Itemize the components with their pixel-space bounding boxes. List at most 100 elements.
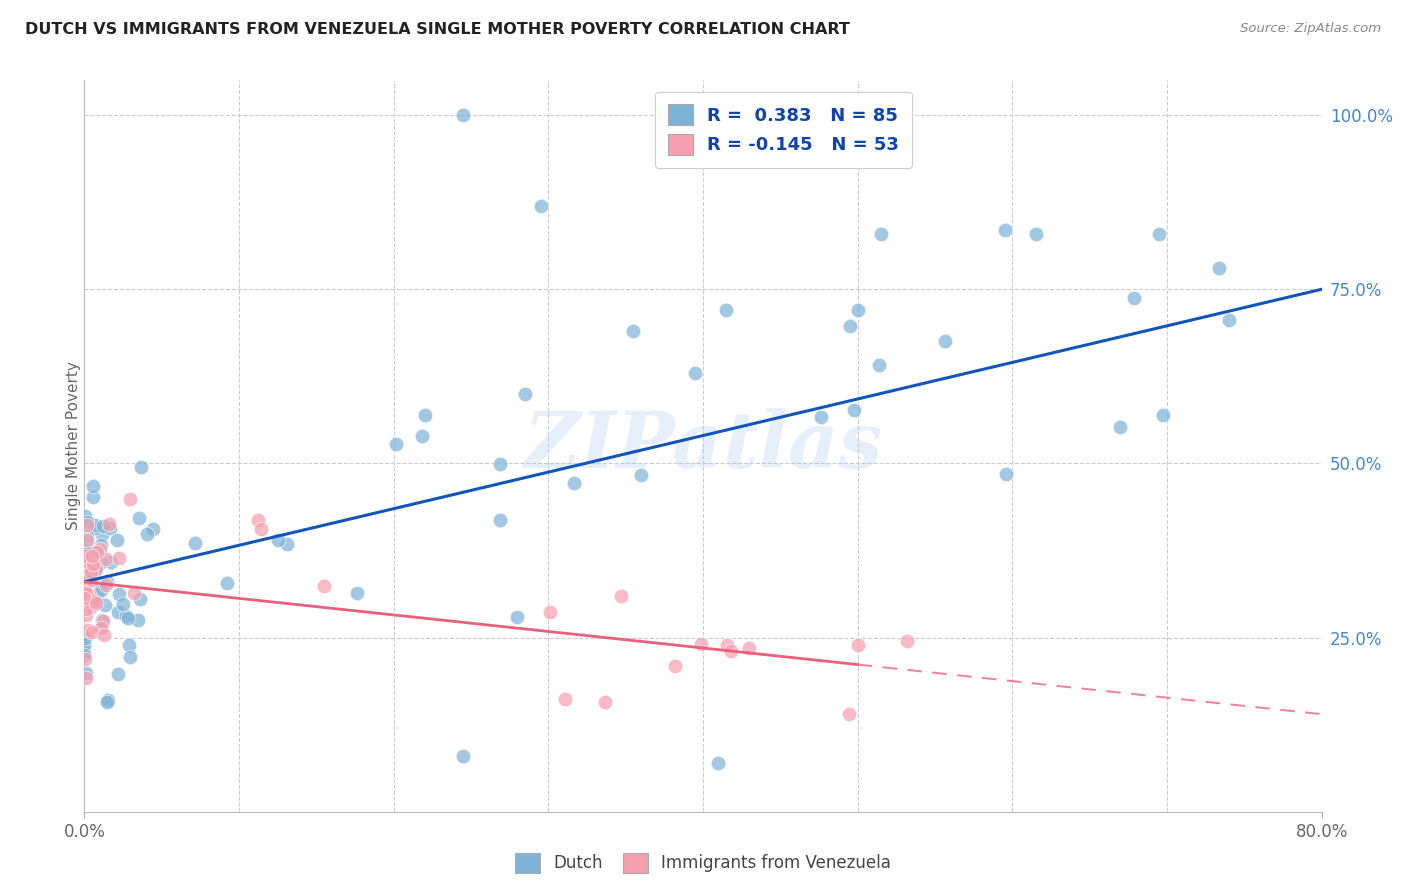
Point (129, 459, 152, 474)
Point (82, 625, 104, 640)
Point (564, 475, 586, 490)
Point (846, 638, 869, 652)
Point (107, 587, 129, 601)
Point (714, 303, 737, 318)
Point (75, 541, 97, 556)
Point (76, 529, 98, 543)
Point (411, 429, 433, 443)
Point (76, 550, 98, 565)
Point (96, 574, 118, 589)
Point (76, 556, 98, 570)
Point (80, 549, 103, 563)
Point (98, 516, 121, 531)
Point (82, 557, 104, 571)
Point (90, 621, 112, 635)
Point (107, 606, 129, 620)
Point (142, 522, 165, 536)
Point (738, 640, 761, 655)
Point (75, 586, 97, 600)
Point (664, 659, 686, 673)
Point (127, 613, 149, 627)
Point (630, 467, 652, 482)
Point (215, 575, 238, 590)
Point (869, 227, 893, 241)
Point (82, 479, 104, 493)
Point (610, 589, 633, 603)
Point (120, 492, 142, 507)
Point (554, 692, 576, 706)
Point (128, 591, 150, 606)
Point (90, 582, 112, 597)
Point (896, 634, 918, 648)
Point (96, 695, 118, 709)
Point (489, 513, 512, 527)
Point (75, 601, 97, 615)
Point (73, 591, 96, 605)
Point (100, 555, 122, 569)
Point (73, 631, 96, 645)
Point (846, 303, 869, 318)
Point (76, 587, 98, 601)
Point (993, 223, 1015, 237)
Text: ZIPatlas: ZIPatlas (523, 408, 883, 484)
Point (86, 562, 108, 576)
Point (82, 490, 104, 504)
Point (94, 578, 117, 592)
Point (73, 638, 96, 652)
Point (183, 536, 205, 550)
Point (115, 609, 138, 624)
Y-axis label: Single Mother Poverty: Single Mother Poverty (66, 361, 80, 531)
Point (80, 565, 103, 579)
Legend: Dutch, Immigrants from Venezuela: Dutch, Immigrants from Venezuela (509, 847, 897, 880)
Point (267, 533, 290, 548)
Point (1147, 227, 1170, 241)
Point (842, 402, 865, 417)
Point (453, 749, 475, 764)
Point (1122, 291, 1144, 305)
Point (593, 695, 616, 709)
Point (107, 667, 129, 681)
Point (73, 568, 96, 582)
Point (112, 597, 135, 611)
Point (84, 596, 107, 610)
Legend: R =  0.383   N = 85, R = -0.145   N = 53: R = 0.383 N = 85, R = -0.145 N = 53 (655, 92, 912, 168)
Text: DUTCH VS IMMIGRANTS FROM VENEZUELA SINGLE MOTHER POVERTY CORRELATION CHART: DUTCH VS IMMIGRANTS FROM VENEZUELA SINGL… (25, 22, 851, 37)
Point (689, 637, 711, 651)
Point (934, 334, 956, 349)
Point (716, 639, 738, 653)
Point (91, 620, 114, 634)
Point (83, 594, 105, 608)
Point (76, 665, 98, 680)
Point (73, 644, 96, 658)
Point (77, 561, 100, 575)
Point (385, 437, 408, 451)
Point (83, 518, 105, 533)
Point (93, 614, 115, 628)
Point (276, 537, 298, 551)
Point (453, 108, 475, 122)
Point (82, 573, 104, 587)
Point (838, 319, 860, 334)
Point (83, 594, 105, 608)
Point (77, 623, 100, 637)
Point (91, 519, 114, 533)
Point (1109, 420, 1132, 434)
Point (250, 522, 273, 536)
Point (117, 611, 139, 625)
Point (621, 324, 644, 338)
Point (97, 693, 120, 707)
Point (98, 521, 121, 535)
Point (75, 671, 97, 685)
Point (83, 564, 105, 578)
Point (90, 538, 112, 552)
Point (312, 579, 335, 593)
Point (136, 526, 159, 541)
Point (76, 515, 98, 529)
Point (77, 587, 100, 601)
Point (86, 588, 108, 602)
Point (413, 408, 436, 422)
Point (90, 614, 112, 628)
Point (107, 551, 129, 566)
Point (515, 386, 537, 401)
Point (91, 526, 114, 541)
